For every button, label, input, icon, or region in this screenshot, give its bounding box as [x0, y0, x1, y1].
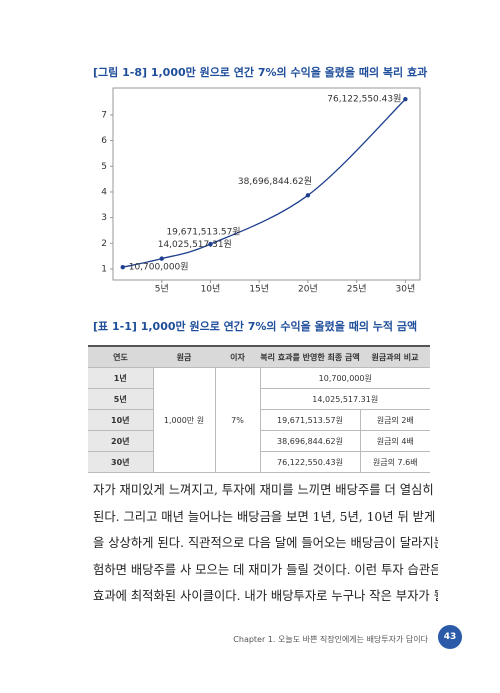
th: 원금: [153, 345, 215, 368]
y-tick-label: 2: [101, 239, 107, 249]
th: 원금과의 비교: [360, 345, 430, 368]
plot-frame: [112, 87, 421, 281]
year: 10년: [88, 409, 153, 431]
x-tick-label: 5년: [155, 284, 169, 295]
point: [120, 264, 125, 270]
x-tick-label: 10년: [201, 284, 221, 295]
table: 연도 원금 이자 복리 효과를 반영한 최종 금액 원금과의 비교 1년 1,000만 원…: [88, 345, 430, 473]
comparison: 원금의 2배: [360, 409, 430, 431]
x-tick-label: 15년: [249, 284, 269, 295]
amount: 19,671,513.57원: [259, 409, 361, 431]
series-line: [122, 98, 406, 268]
comparison: 원금의 7.6배: [360, 451, 430, 473]
point: [208, 241, 213, 247]
text-line: 된다. 그리고 매년 늘어나는 배당금을 보면 1년, 5년, 10년 뒤 받게…: [93, 509, 438, 524]
y-tick-label: 7: [101, 110, 107, 120]
data-label: 10,700,000원: [129, 262, 189, 273]
data-label: 76,122,550.43원: [327, 94, 401, 105]
y-tick-label: 1: [101, 264, 107, 274]
principal: 1,000만 원: [152, 367, 216, 473]
point: [159, 256, 164, 261]
data-label: 19,671,513.57원: [166, 227, 240, 238]
chart: 1 2 3 4 5 6 7 5년 10년 15년 20년 25년 30년 10,700,000원 14,02…: [101, 87, 421, 295]
text-line: 을 상상하게 된다. 직관적으로 다음 달에 들어오는 배당금이 달라지는 걸 …: [93, 536, 438, 550]
year: 5년: [88, 388, 153, 410]
table-caption: [표 1-1] 1,000만 원으로 연간 7%의 수익을 올렸을 때의 누적 …: [93, 320, 418, 333]
year: 30년: [88, 451, 153, 473]
x-tick-label: 25년: [347, 284, 367, 295]
y-tick-label: 5: [101, 162, 107, 172]
amount: 14,025,517.31원: [260, 388, 430, 410]
text-line: 험하면 배당주를 사 모으는 데 재미가 들릴 것이다. 이런 투자 습관은 복…: [93, 562, 438, 577]
text-line: 자가 재미있게 느껴지고, 투자에 재미를 느끼면 배당주를 더 열심히 모으게: [93, 483, 438, 497]
amount: 10,700,000원: [260, 367, 430, 389]
interest: 7%: [214, 367, 261, 473]
amount: 76,122,550.43원: [259, 451, 361, 473]
text-line: 효과에 최적화된 사이클이다. 내가 배당투자로 누구나 작은 부자가 될 수 …: [93, 589, 438, 603]
th: 이자: [215, 345, 260, 368]
body-text: 자가 재미있게 느껴지고, 투자에 재미를 느끼면 배당주를 더 열심히 모으게…: [93, 477, 438, 610]
th: 연도: [88, 345, 153, 368]
year: 1년: [88, 367, 153, 389]
figure-caption: [그림 1-8] 1,000만 원으로 연간 7%의 수익을 올렸을 때의 복리…: [93, 66, 428, 79]
footer-chapter: Chapter 1. 오늘도 바쁜 직장인에게는 배당투자가 답이다: [233, 635, 428, 644]
comparison: 원금의 4배: [360, 430, 430, 452]
point: [403, 97, 408, 102]
y-tick-label: 4: [101, 187, 107, 197]
th: 복리 효과를 반영한 최종 금액: [260, 345, 360, 368]
amount: 38,696,844.62원: [259, 430, 361, 452]
x-tick-label: 30년: [396, 284, 416, 295]
year: 20년: [88, 430, 153, 452]
data-label: 38,696,844.62원: [238, 176, 312, 187]
y-tick-label: 6: [101, 136, 107, 146]
data-label: 14,025,517.31원: [158, 239, 232, 250]
page-number: 43: [438, 625, 462, 649]
x-tick-label: 20년: [298, 284, 318, 295]
point: [305, 193, 311, 198]
y-tick-label: 3: [101, 213, 107, 223]
